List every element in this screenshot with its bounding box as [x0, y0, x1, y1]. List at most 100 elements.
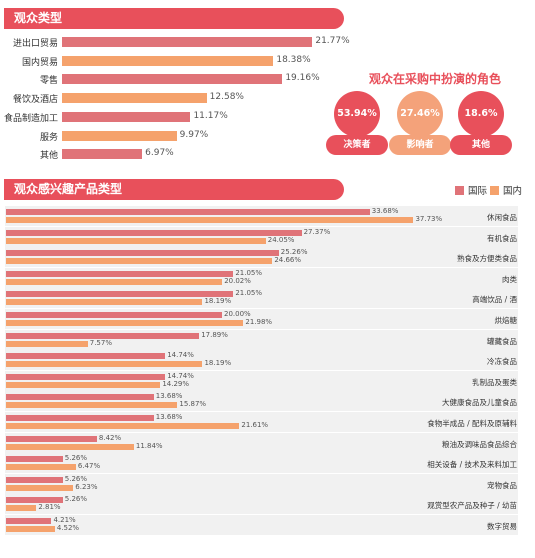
value-label-intl: 5.26%	[64, 474, 88, 483]
legend-swatch-domestic	[490, 186, 499, 195]
bar-domestic	[6, 526, 55, 532]
section-title-product-interest: 观众感兴趣产品类型	[4, 179, 344, 200]
bar-domestic	[6, 340, 88, 347]
value-label-domestic: 24.05%	[267, 235, 295, 244]
bar-domestic	[6, 423, 240, 429]
bar-intl	[6, 229, 302, 236]
bar-intl	[6, 476, 63, 483]
category-label: 进出口贸易	[12, 39, 58, 49]
row-background	[5, 473, 518, 494]
bar-domestic	[6, 258, 273, 265]
role-label: 其他	[450, 135, 512, 155]
bar-domestic	[6, 464, 76, 471]
value-label-domestic: 6.47%	[77, 462, 101, 471]
category-label: 零售	[39, 76, 58, 87]
role-label: 影响者	[389, 135, 451, 155]
bar-domestic	[6, 278, 223, 285]
value-label: 9.97%	[179, 129, 209, 140]
bar-domestic	[6, 484, 74, 491]
value-label-intl: 21.05%	[235, 268, 263, 277]
category-label: 冷冻食品	[487, 357, 517, 367]
category-label: 肉类	[502, 274, 517, 284]
value-label-domestic: 18.19%	[204, 297, 232, 306]
category-label: 其他	[39, 151, 58, 162]
value-label-domestic: 37.73%	[415, 215, 443, 223]
value-label-intl: 33.68%	[371, 207, 399, 215]
bar-domestic	[6, 299, 203, 306]
bar-intl	[6, 209, 370, 215]
bar-domestic	[6, 402, 178, 409]
bar-intl	[6, 353, 166, 360]
value-label: 11.17%	[193, 110, 228, 121]
value-label-domestic: 2.81%	[38, 503, 61, 512]
category-label: 熟食及方便类食品	[457, 254, 517, 264]
section-title-visitor-type: 观众类型	[4, 8, 344, 29]
value-label-intl: 25.26%	[280, 248, 308, 257]
category-label: 餐饮及酒店	[12, 95, 58, 106]
bar-intl	[6, 435, 97, 442]
value-label-domestic: 4.52%	[56, 524, 80, 532]
value-label: 18.38%	[276, 54, 311, 65]
role-label: 决策者	[326, 135, 388, 155]
bar-domestic	[6, 217, 414, 223]
value-label-intl: 8.42%	[98, 433, 122, 442]
legend-item-domestic: 国内	[490, 183, 522, 197]
bar	[62, 93, 207, 104]
category-label: 休闲食品	[487, 213, 517, 222]
value-label-intl: 14.74%	[167, 351, 194, 360]
category-label: 食品制造加工	[3, 113, 58, 124]
row-background	[5, 515, 518, 535]
value-label-intl: 27.37%	[303, 227, 331, 236]
bar-intl	[6, 270, 234, 277]
bar-intl	[6, 250, 279, 257]
value-label-intl: 13.68%	[155, 392, 183, 401]
category-label: 大健康食品及儿童食品	[442, 398, 517, 408]
bar-domestic	[6, 381, 161, 388]
category-label: 粮油及调味品食品综合	[442, 439, 517, 449]
bar-intl	[6, 497, 63, 504]
category-label: 国内贸易	[21, 57, 58, 68]
bar	[62, 111, 191, 122]
value-label: 21.77%	[315, 36, 350, 46]
category-label: 数字贸易	[487, 522, 517, 531]
bar	[62, 74, 283, 85]
role-circle: 18.6%	[458, 91, 504, 137]
value-label-domestic: 21.98%	[245, 318, 273, 326]
row-background	[5, 494, 518, 515]
bar-domestic	[6, 443, 134, 450]
value-label-domestic: 21.61%	[241, 421, 269, 429]
value-label-intl: 5.26%	[64, 454, 88, 463]
category-label: 乳制品及蛋类	[472, 377, 517, 387]
bar-intl	[6, 373, 166, 380]
bar-intl	[6, 518, 52, 524]
bar-intl	[6, 291, 234, 298]
value-label: 12.58%	[209, 92, 244, 103]
category-label: 有机食品	[487, 233, 517, 243]
value-label-domestic: 6.23%	[75, 482, 98, 491]
value-label-domestic: 20.02%	[224, 276, 251, 285]
category-label: 罐藏食品	[487, 336, 517, 346]
value-label-domestic: 15.87%	[179, 400, 207, 409]
category-label: 相关设备 / 技术及来料加工	[427, 460, 517, 470]
value-label-intl: 14.74%	[167, 371, 194, 380]
value-label-domestic: 14.29%	[162, 379, 190, 388]
category-label: 观赏型农产品及种子 / 幼苗	[427, 501, 517, 511]
category-label: 高端饮品 / 酒	[472, 295, 517, 305]
bar-intl	[6, 415, 154, 421]
bar-domestic	[6, 237, 266, 244]
category-label: 服务	[39, 132, 58, 143]
role-circle: 27.46%	[397, 91, 443, 137]
value-label-intl: 13.68%	[155, 413, 183, 421]
legend-swatch-intl	[455, 186, 464, 195]
value-label-intl: 4.21%	[53, 516, 76, 524]
value-label: 6.97%	[145, 148, 174, 159]
value-label-intl: 5.26%	[64, 495, 88, 504]
bar-domestic	[6, 320, 244, 326]
bar-intl	[6, 312, 222, 318]
bar	[62, 55, 274, 66]
bar-intl	[6, 332, 200, 339]
category-label: 食物半成品 / 配料及原辅料	[427, 419, 517, 428]
value-label-domestic: 7.57%	[89, 338, 112, 347]
row-background	[5, 453, 518, 474]
